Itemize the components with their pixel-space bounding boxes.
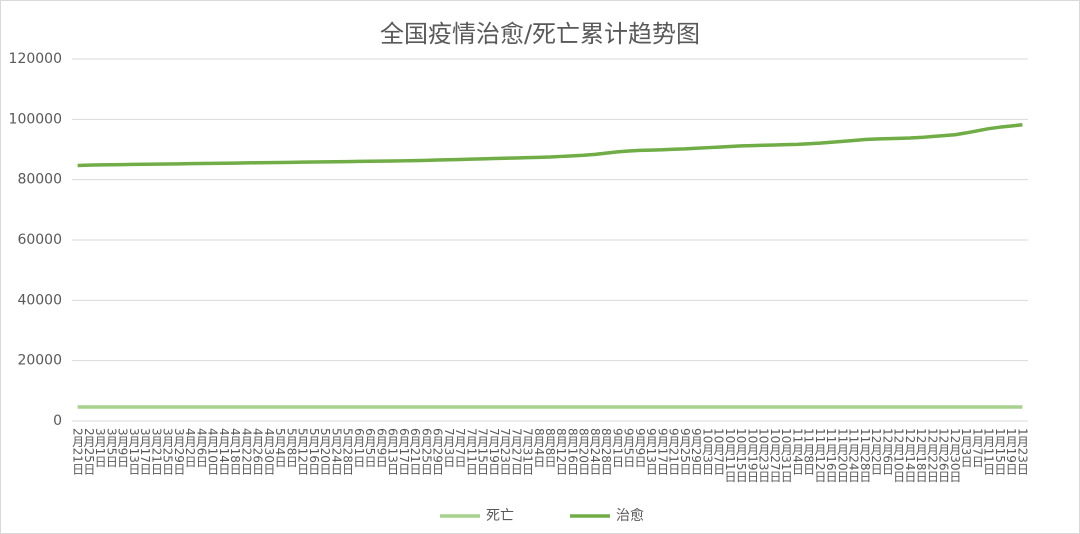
- x-tick-label: 9月17日: [655, 428, 669, 475]
- x-tick-label: 3月25日: [161, 428, 175, 475]
- x-tick-label: 4月22日: [239, 428, 253, 475]
- x-tick-label: 1月7日: [970, 428, 984, 467]
- x-tick-label: 3月5日: [104, 428, 118, 467]
- x-tick-label: 12月14日: [903, 428, 917, 483]
- legend-label: 死亡: [486, 508, 514, 524]
- x-tick-label: 9月25日: [678, 428, 692, 475]
- x-tick-label: 7月23日: [498, 428, 512, 475]
- x-tick-label: 7月27日: [509, 428, 523, 475]
- x-tick-label: 10月15日: [734, 428, 748, 483]
- x-tick-label: 12月6日: [880, 428, 894, 475]
- x-tick-label: 5月12日: [296, 428, 310, 475]
- x-tick-label: 1月19日: [1004, 428, 1018, 475]
- x-tick-label: 3月1日: [93, 428, 107, 467]
- x-tick-label: 12月10日: [892, 428, 906, 483]
- x-tick-label: 8月16日: [565, 428, 579, 475]
- x-tick-label: 7月3日: [442, 428, 456, 467]
- x-tick-label: 11月8日: [802, 428, 816, 475]
- x-tick-label: 5月4日: [273, 428, 287, 467]
- x-tick-label: 1月11日: [982, 428, 996, 475]
- x-tick-label: 10月31日: [779, 428, 793, 483]
- x-tick-label: 6月25日: [419, 428, 433, 475]
- x-tick-label: 10月23日: [757, 428, 771, 483]
- x-tick-label: 4月6日: [194, 428, 208, 467]
- x-tick-label: 7月7日: [453, 428, 467, 467]
- x-tick-label: 12月22日: [925, 428, 939, 483]
- x-tick-label: 5月16日: [307, 428, 321, 475]
- x-tick-label: 10月11日: [723, 428, 737, 483]
- y-tick-label: 120000: [9, 51, 62, 67]
- x-tick-label: 4月18日: [228, 428, 242, 475]
- line: [77, 123, 1023, 168]
- x-tick-label: 12月2日: [869, 428, 883, 475]
- x-tick-label: 9月5日: [622, 428, 636, 467]
- x-tick-label: 5月8日: [284, 428, 298, 467]
- x-tick-label: 11月20日: [835, 428, 849, 483]
- x-tick-label: 3月21日: [149, 428, 163, 475]
- x-tick-label: 11月28日: [858, 428, 872, 483]
- x-tick-label: 9月9日: [633, 428, 647, 467]
- x-tick-label: 11月12日: [813, 428, 827, 483]
- x-tick-label: 6月9日: [374, 428, 388, 467]
- x-tick-label: 11月16日: [824, 428, 838, 483]
- x-tick-label: 7月11日: [464, 428, 478, 475]
- chart-title: 全国疫情治愈/死亡累计趋势图: [380, 20, 700, 48]
- x-tick-label: 5月24日: [329, 428, 343, 475]
- x-tick-label: 11月24日: [847, 428, 861, 483]
- x-tick-label: 4月30日: [262, 428, 276, 475]
- x-tick-label: 12月26日: [937, 428, 951, 483]
- x-tick-label: 4月26日: [251, 428, 265, 475]
- x-tick-label: 6月21日: [408, 428, 422, 475]
- x-tick-label: 1月23日: [1015, 428, 1029, 475]
- x-tick-label: 8月4日: [532, 428, 546, 467]
- y-tick-label: 20000: [17, 353, 62, 369]
- x-tick-label: 10月7日: [712, 428, 726, 475]
- x-tick-label: 10月27日: [768, 428, 782, 483]
- y-tick-label: 60000: [17, 232, 62, 248]
- x-tick-label: 3月29日: [172, 428, 186, 475]
- x-tick-label: 8月8日: [543, 428, 557, 467]
- x-tick-label: 6月5日: [363, 428, 377, 467]
- x-tick-label: 6月29日: [431, 428, 445, 475]
- x-tick-label: 6月13日: [386, 428, 400, 475]
- x-tick-label: 7月15日: [476, 428, 490, 475]
- x-tick-label: 5月20日: [318, 428, 332, 475]
- x-tick-label: 4月10日: [206, 428, 220, 475]
- x-tick-label: 12月18日: [914, 428, 928, 483]
- x-tick-label: 9月29日: [689, 428, 703, 475]
- x-tick-label: 3月13日: [127, 428, 141, 475]
- x-tick-label: 1月3日: [959, 428, 973, 467]
- x-tick-label: 6月17日: [397, 428, 411, 475]
- x-tick-label: 10月3日: [700, 428, 714, 475]
- x-tick-label: 6月1日: [352, 428, 366, 467]
- x-tick-label: 9月1日: [610, 428, 624, 467]
- x-tick-label: 8月24日: [588, 428, 602, 475]
- x-tick-label: 3月17日: [138, 428, 152, 475]
- y-tick-label: 40000: [17, 292, 62, 308]
- x-tick-label: 7月19日: [487, 428, 501, 475]
- x-tick-label: 3月9日: [116, 428, 130, 467]
- x-tick-label: 8月20日: [577, 428, 591, 475]
- x-tick-label: 9月13日: [644, 428, 658, 475]
- x-tick-label: 12月30日: [948, 428, 962, 483]
- x-tick-label: 5月28日: [341, 428, 355, 475]
- x-tick-label: 8月28日: [599, 428, 613, 475]
- y-tick-label: 100000: [9, 111, 62, 127]
- x-tick-label: 11月4日: [790, 428, 804, 475]
- legend-label: 治愈: [616, 508, 644, 524]
- x-tick-label: 9月21日: [667, 428, 681, 475]
- x-tick-label: 2月21日: [71, 428, 85, 475]
- y-tick-label: 80000: [17, 172, 62, 188]
- x-tick-label: 2月25日: [82, 428, 96, 475]
- x-tick-label: 4月2日: [183, 428, 197, 467]
- x-tick-label: 4月14日: [217, 428, 231, 475]
- x-tick-label: 8月12日: [554, 428, 568, 475]
- x-tick-label: 1月15日: [993, 428, 1007, 475]
- x-tick-label: 7月31日: [521, 428, 535, 475]
- y-tick-label: 0: [53, 413, 62, 429]
- x-tick-label: 10月19日: [745, 428, 759, 483]
